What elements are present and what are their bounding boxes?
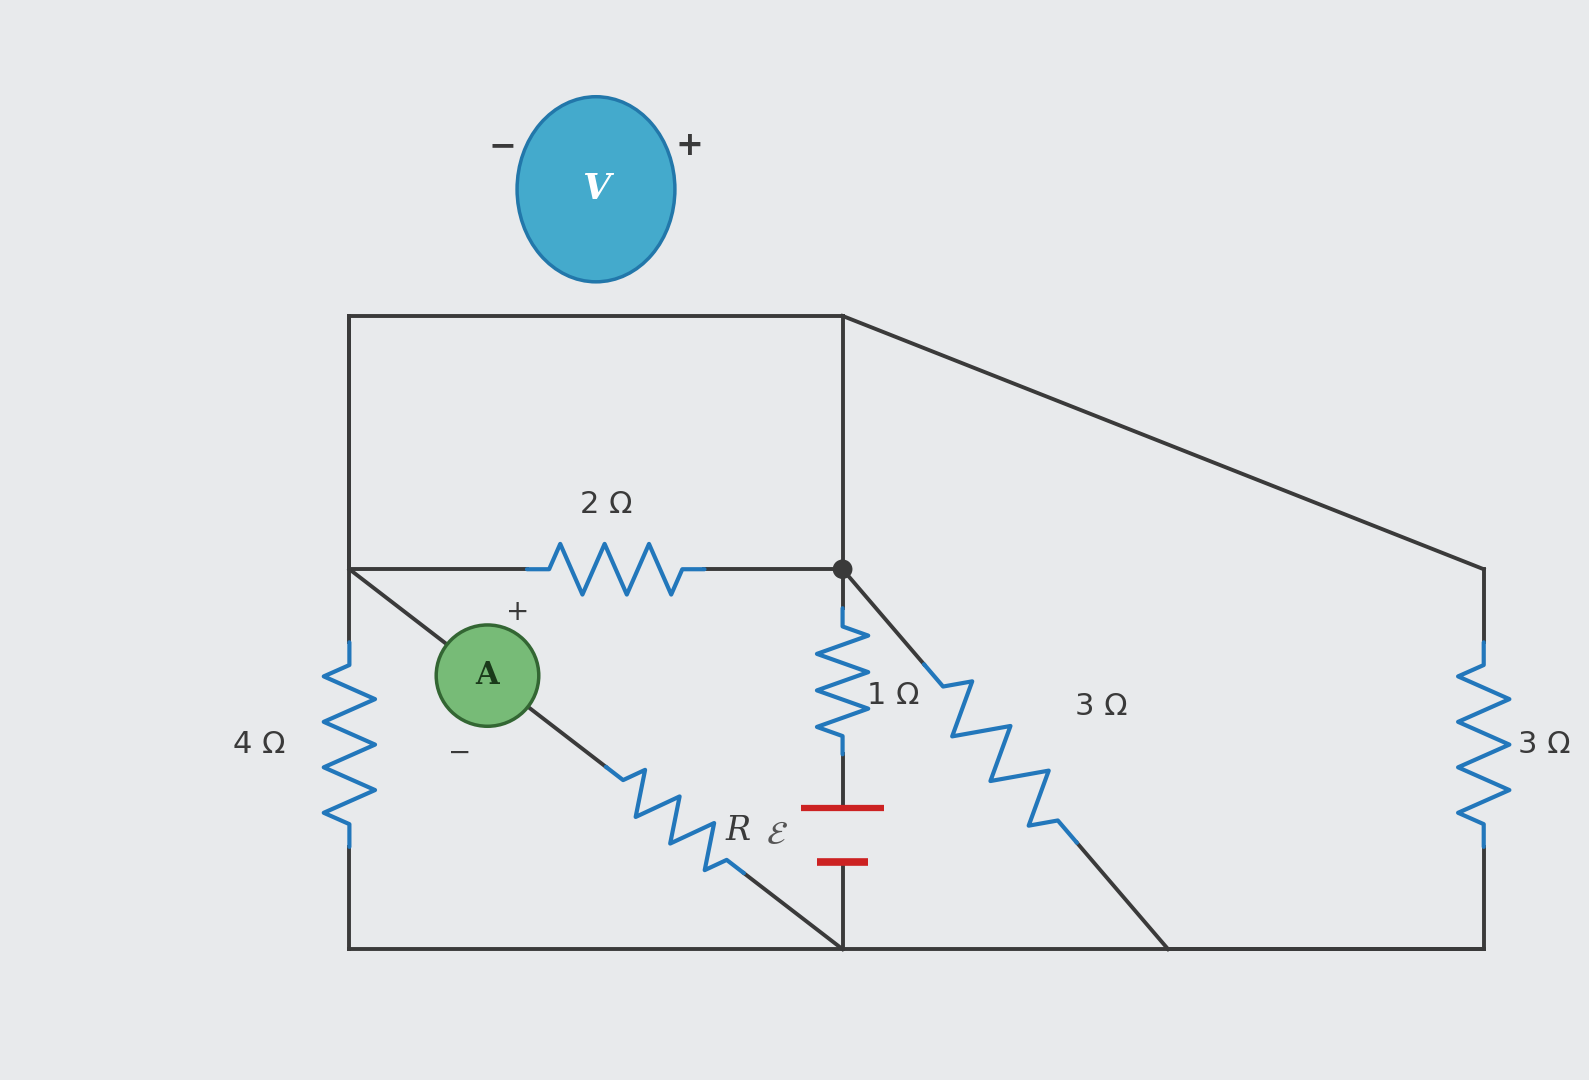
Text: −: − [488, 129, 516, 162]
Text: 1 Ω: 1 Ω [868, 681, 920, 711]
Text: R: R [725, 815, 750, 848]
Text: $\mathcal{E}$: $\mathcal{E}$ [766, 819, 788, 851]
Text: A: A [475, 660, 499, 691]
Text: 4 Ω: 4 Ω [234, 730, 286, 759]
Text: 2 Ω: 2 Ω [580, 489, 632, 518]
Text: +: + [507, 598, 529, 626]
Text: 3 Ω: 3 Ω [1076, 691, 1128, 720]
Text: −: − [448, 739, 470, 767]
Text: V: V [582, 173, 610, 206]
Text: 3 Ω: 3 Ω [1517, 730, 1572, 759]
Text: +: + [675, 129, 704, 162]
Ellipse shape [516, 97, 675, 282]
Circle shape [437, 625, 539, 726]
Circle shape [833, 559, 852, 579]
